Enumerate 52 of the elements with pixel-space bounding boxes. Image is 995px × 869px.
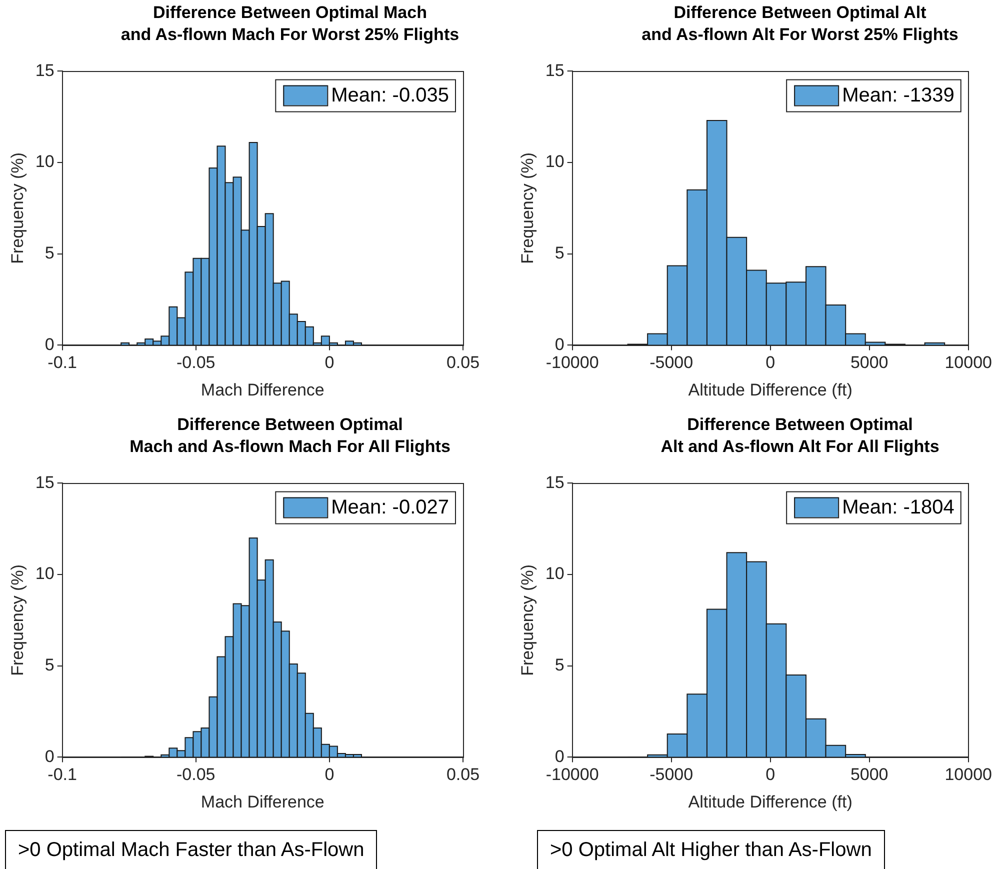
x-tick-label: 0 (324, 353, 334, 372)
x-tick-label: -0.05 (176, 765, 216, 784)
x-tick-label: -0.05 (176, 353, 216, 372)
x-tick-label: 5000 (850, 353, 888, 372)
legend-label: Mean: -1804 (842, 496, 954, 519)
y-tick-label: 15 (35, 472, 54, 492)
x-tick-label: 0 (766, 353, 776, 372)
chart-title: Difference Between Optimal Alt and As-flown Alt For Worst 25% Flights (640, 2, 960, 46)
y-tick-label: 15 (545, 472, 564, 492)
legend-label: Mean: -1339 (842, 84, 954, 107)
y-tick-label: 5 (554, 244, 564, 263)
x-tick-label: -0.1 (48, 765, 77, 784)
x-axis-title: Mach Difference (200, 380, 324, 400)
y-tick-label: 5 (554, 656, 564, 675)
chart-title: Difference Between Optimal Mach and As-flown Mach For All Flights (128, 414, 452, 458)
x-tick-label: -10000 (546, 765, 599, 784)
y-tick-label: 0 (44, 334, 54, 354)
y-tick-label: 0 (554, 746, 564, 766)
chart-title: Difference Between Optimal Alt and As-flown Alt For All Flights (660, 414, 940, 458)
x-axis-title: Mach Difference (200, 792, 324, 812)
y-tick-label: 0 (554, 334, 564, 354)
x-tick-label: -5000 (650, 353, 694, 372)
x-axis-title: Altitude Difference (ft) (688, 380, 852, 400)
text: >0 Optimal Mach Faster than As-Flown (5, 830, 378, 869)
x-tick-label: -0.1 (48, 353, 77, 372)
y-tick-label: 10 (35, 152, 54, 172)
y-axis-title: Frequency (%) (8, 564, 27, 676)
y-tick-label: 5 (44, 656, 54, 675)
x-tick-label: 0.05 (446, 353, 480, 372)
x-tick-label: 5000 (850, 765, 888, 784)
legend-label: Mean: -0.035 (331, 84, 450, 107)
y-tick-label: 5 (44, 244, 54, 263)
y-tick-label: 10 (545, 564, 564, 584)
legend-label: Mean: -0.027 (331, 496, 450, 519)
y-tick-label: 15 (35, 60, 54, 80)
y-tick-label: 0 (44, 746, 54, 766)
x-axis-title: Altitude Difference (ft) (688, 792, 852, 812)
x-tick-label: 10000 (944, 765, 992, 784)
text: >0 Optimal Alt Higher than As-Flown (537, 830, 885, 869)
y-tick-label: 15 (545, 60, 564, 80)
y-tick-label: 10 (35, 564, 54, 584)
y-axis-title: Frequency (%) (518, 152, 537, 264)
y-axis-title: Frequency (%) (518, 564, 537, 676)
chart-title: Difference Between Optimal Mach and As-flown Mach For Worst 25% Flights (120, 2, 460, 46)
x-tick-label: 0.05 (446, 765, 480, 784)
x-tick-label: -5000 (650, 765, 694, 784)
x-tick-label: 0 (324, 765, 334, 784)
x-tick-label: -10000 (546, 353, 599, 372)
x-tick-label: 0 (766, 765, 776, 784)
y-axis-title: Frequency (%) (8, 152, 27, 264)
y-tick-label: 10 (545, 152, 564, 172)
x-tick-label: 10000 (944, 353, 992, 372)
